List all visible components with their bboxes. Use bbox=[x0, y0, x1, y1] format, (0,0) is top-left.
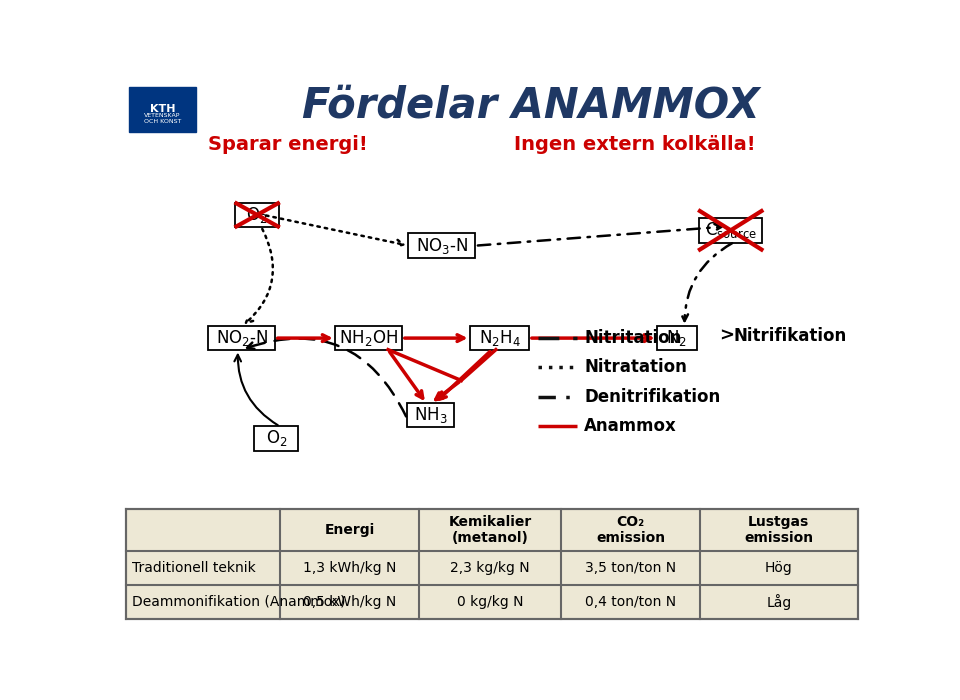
FancyBboxPatch shape bbox=[470, 326, 529, 351]
Text: $\mathrm{NO_3}$-N: $\mathrm{NO_3}$-N bbox=[416, 236, 468, 256]
Text: Deammonifikation (Anammox): Deammonifikation (Anammox) bbox=[132, 595, 346, 609]
Text: $\mathrm{NO_2}$-N: $\mathrm{NO_2}$-N bbox=[216, 328, 268, 348]
FancyBboxPatch shape bbox=[129, 87, 196, 132]
FancyBboxPatch shape bbox=[127, 509, 857, 620]
Text: Ingen extern kolkälla!: Ingen extern kolkälla! bbox=[514, 134, 756, 153]
FancyBboxPatch shape bbox=[254, 426, 299, 451]
FancyBboxPatch shape bbox=[699, 218, 762, 243]
Text: $\mathrm{N_2H_4}$: $\mathrm{N_2H_4}$ bbox=[479, 328, 520, 348]
FancyBboxPatch shape bbox=[657, 326, 697, 351]
FancyBboxPatch shape bbox=[406, 402, 454, 428]
Text: Kemikalier
(metanol): Kemikalier (metanol) bbox=[448, 515, 532, 545]
FancyBboxPatch shape bbox=[208, 326, 276, 351]
Text: 0 kg/kg N: 0 kg/kg N bbox=[457, 595, 523, 609]
Text: Nitratation: Nitratation bbox=[585, 358, 687, 377]
Text: Anammox: Anammox bbox=[585, 417, 677, 435]
Text: VETENSKAP
OCH KONST: VETENSKAP OCH KONST bbox=[144, 113, 181, 124]
Text: $\mathrm{N_2}$: $\mathrm{N_2}$ bbox=[666, 328, 687, 348]
FancyBboxPatch shape bbox=[408, 233, 475, 258]
Text: Energi: Energi bbox=[324, 523, 374, 537]
Text: KTH: KTH bbox=[150, 104, 175, 114]
Text: Traditionell teknik: Traditionell teknik bbox=[132, 561, 256, 575]
Text: Lustgas
emission: Lustgas emission bbox=[744, 515, 813, 545]
FancyBboxPatch shape bbox=[335, 326, 402, 351]
Text: 1,3 kWh/kg N: 1,3 kWh/kg N bbox=[302, 561, 396, 575]
Text: $\mathrm{C_{source}}$: $\mathrm{C_{source}}$ bbox=[705, 220, 756, 240]
Text: 3,5 ton/ton N: 3,5 ton/ton N bbox=[585, 561, 676, 575]
Text: Denitrifikation: Denitrifikation bbox=[585, 388, 721, 405]
Text: $\mathrm{O_2}$: $\mathrm{O_2}$ bbox=[247, 205, 268, 225]
Text: >: > bbox=[719, 327, 734, 345]
FancyBboxPatch shape bbox=[235, 202, 279, 228]
Text: Sparar energi!: Sparar energi! bbox=[208, 134, 368, 153]
Text: 2,3 kg/kg N: 2,3 kg/kg N bbox=[450, 561, 530, 575]
Text: 0,5 kWh/kg N: 0,5 kWh/kg N bbox=[303, 595, 396, 609]
Text: Fördelar ANAMMOX: Fördelar ANAMMOX bbox=[301, 85, 759, 127]
Text: Nitritation: Nitritation bbox=[585, 329, 682, 347]
Text: 0,4 ton/ton N: 0,4 ton/ton N bbox=[585, 595, 676, 609]
Text: $\mathrm{NH_2OH}$: $\mathrm{NH_2OH}$ bbox=[339, 328, 398, 348]
Text: Låg: Låg bbox=[766, 594, 791, 610]
Text: Hög: Hög bbox=[765, 561, 793, 575]
Text: CO₂
emission: CO₂ emission bbox=[596, 515, 665, 545]
Text: $\mathrm{O_2}$: $\mathrm{O_2}$ bbox=[266, 428, 287, 448]
Text: Nitrifikation: Nitrifikation bbox=[733, 327, 847, 345]
Text: $\mathrm{NH_3}$: $\mathrm{NH_3}$ bbox=[414, 405, 447, 425]
